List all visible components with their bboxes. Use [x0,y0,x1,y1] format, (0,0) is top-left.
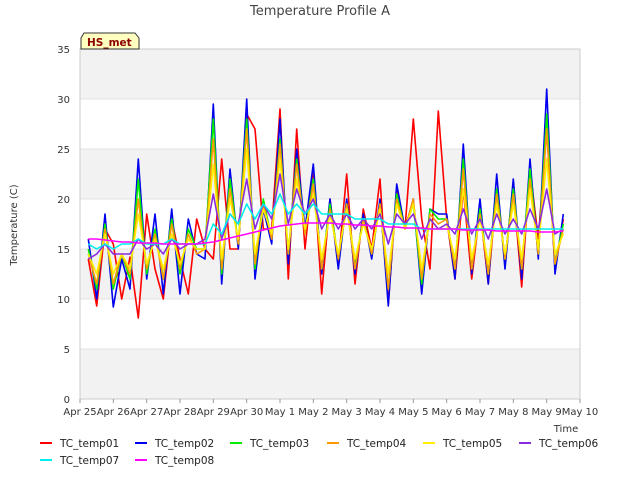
x-tick-label: May 1 [265,407,295,418]
y-tick-label: 0 [64,395,70,406]
y-tick-label: 20 [57,195,70,206]
x-tick-label: May 8 [498,407,528,418]
badge-label: HS_met [87,37,132,49]
legend: TC_temp01 TC_temp02 TC_temp03 TC_temp04 TC_t… [40,438,599,467]
y-tick-label: 25 [57,145,70,156]
legend-label: TC_temp01 [59,438,119,450]
badge-box [80,32,140,50]
x-tick-label: Apr 26 [97,407,130,418]
chart-title: Temperature Profile A [249,4,390,19]
legend-label: TC_temp08 [154,455,214,467]
series-line-TC_temp07 [87,193,564,250]
x-tick-label: May 7 [465,407,495,418]
legend-label: TC_temp07 [59,455,119,467]
x-tick-label: May 4 [365,407,395,418]
y-axis-title: Temperature (C) [9,184,20,266]
x-tick-label: Apr 28 [163,407,196,418]
x-tick-label: May 9 [532,407,562,418]
x-tick-label: May 5 [398,407,428,418]
x-tick-label: May 2 [298,407,328,418]
legend-label: TC_temp02 [154,438,214,450]
y-tick-label: 35 [57,45,70,56]
series-line-TC_temp08 [88,222,564,245]
y-axis: 0 5 10 15 20 25 30 35 [57,45,70,406]
station-badge: HS_met [80,32,140,50]
y-tick-label: 15 [57,245,70,256]
grid-bands [80,48,580,400]
x-tick-label: May 6 [432,407,462,418]
grid-band [80,149,580,199]
x-tick-label: Apr 27 [130,407,163,418]
x-axis: Apr 25 Apr 26 Apr 27 Apr 28 Apr 29 Apr 30 May … [63,399,598,418]
legend-label: TC_temp03 [249,438,309,450]
x-tick-label: May 10 [562,407,599,418]
plot-area [79,48,581,400]
legend-label: TC_temp06 [538,438,599,450]
x-axis-title: Time [553,424,578,435]
series-lines [87,88,565,319]
grid-band [80,349,580,399]
x-tick-label: May 3 [332,407,362,418]
legend-label: TC_temp04 [346,438,407,450]
x-tick-label: Apr 30 [230,407,263,418]
y-tick-label: 10 [57,295,70,306]
series-line-TC_temp05 [87,148,565,275]
x-tick-label: Apr 29 [197,407,230,418]
y-tick-label: 5 [64,345,70,356]
grid-band [80,49,580,99]
legend-label: TC_temp05 [442,438,502,450]
y-tick-label: 30 [57,95,70,106]
x-tick-label: Apr 25 [63,407,96,418]
